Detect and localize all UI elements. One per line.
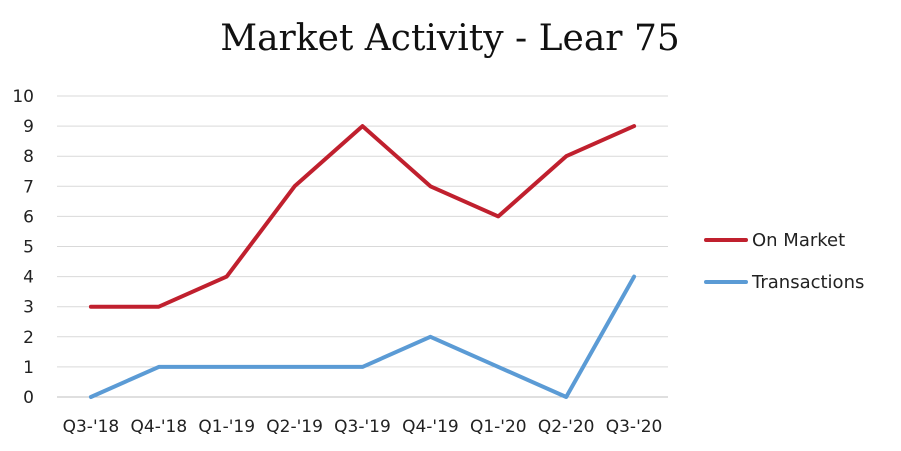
- x-tick-label: Q2-'20: [538, 417, 595, 437]
- x-tick-label: Q4-'18: [131, 417, 188, 437]
- y-tick-label: 0: [23, 388, 34, 408]
- x-tick-label: Q3-'20: [606, 417, 663, 437]
- legend-label: On Market: [752, 230, 845, 251]
- x-tick-label: Q3-'18: [63, 417, 120, 437]
- y-tick-label: 6: [23, 207, 34, 227]
- legend-label: Transactions: [751, 272, 864, 293]
- y-tick-label: 1: [23, 358, 34, 378]
- y-tick-label: 9: [23, 117, 34, 137]
- y-tick-label: 2: [23, 328, 34, 348]
- y-tick-label: 4: [23, 268, 34, 288]
- y-tick-label: 10: [12, 87, 34, 107]
- x-tick-label: Q4-'19: [402, 417, 459, 437]
- y-tick-label: 7: [23, 177, 34, 197]
- x-tick-label: Q1-'19: [198, 417, 255, 437]
- y-tick-label: 5: [23, 238, 34, 258]
- y-tick-label: 8: [23, 147, 34, 167]
- x-tick-label: Q3-'19: [334, 417, 391, 437]
- x-tick-label: Q2-'19: [266, 417, 323, 437]
- y-tick-label: 3: [23, 298, 34, 318]
- x-tick-label: Q1-'20: [470, 417, 527, 437]
- chart-title: Market Activity - Lear 75: [220, 18, 680, 59]
